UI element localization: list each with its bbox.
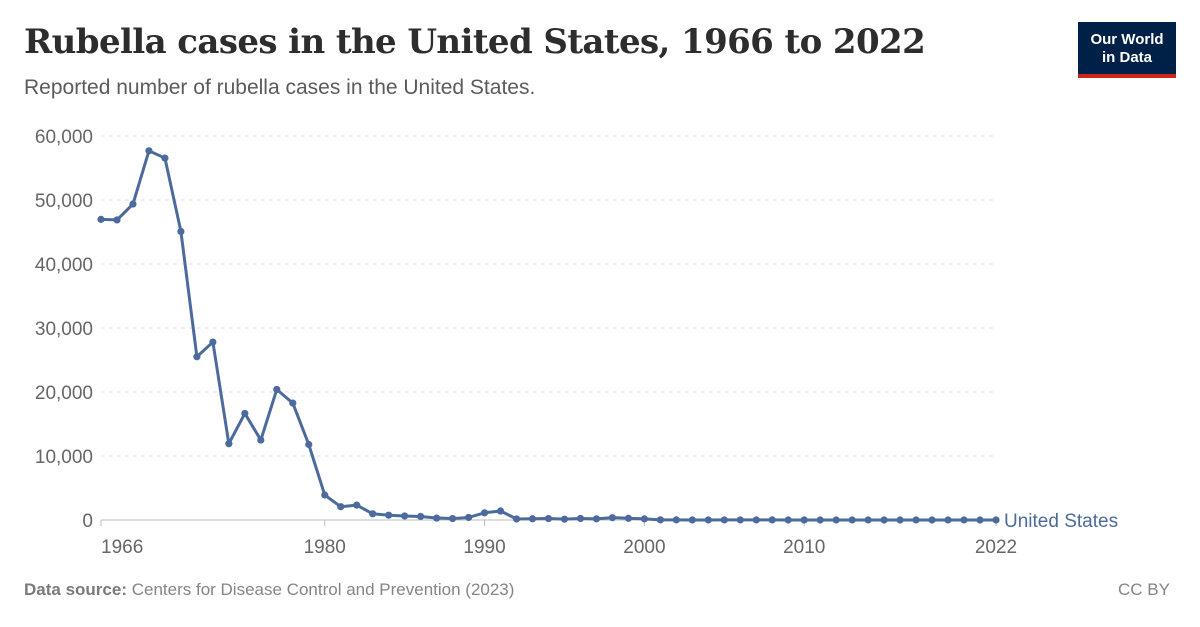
series-layer: United States	[97, 147, 1118, 532]
license-link[interactable]: CC BY	[1118, 580, 1170, 599]
x-tick-label: 2022	[975, 537, 1017, 558]
data-point[interactable]	[672, 516, 680, 524]
y-tick-label: 20,000	[35, 383, 93, 404]
data-point[interactable]	[417, 512, 425, 521]
data-point[interactable]	[928, 516, 936, 524]
data-point[interactable]	[656, 516, 664, 524]
data-point[interactable]	[688, 516, 696, 524]
y-axis-ticks: 0 10,000 20,000 30,000 40,000 50,000 60,000	[35, 127, 93, 532]
data-point[interactable]	[337, 503, 345, 511]
data-point[interactable]	[177, 227, 185, 236]
x-tick-label: 2000	[623, 537, 665, 558]
data-source: Data source: Centers for Disease Control…	[24, 580, 514, 600]
data-point[interactable]	[800, 516, 808, 524]
data-point[interactable]	[273, 385, 281, 394]
grid-lines	[101, 135, 996, 521]
data-point[interactable]	[97, 215, 105, 223]
data-point[interactable]	[848, 516, 856, 524]
x-tick-label: 1990	[463, 537, 505, 558]
x-tick-label: 2010	[783, 537, 825, 558]
logo-line-1: Our World	[1090, 31, 1164, 48]
data-point[interactable]	[449, 514, 457, 523]
data-point[interactable]	[161, 154, 169, 162]
data-point[interactable]	[896, 516, 904, 524]
data-point[interactable]	[433, 514, 441, 522]
chart-title: Rubella cases in the United States, 1966…	[24, 22, 926, 62]
data-point[interactable]	[960, 516, 968, 524]
series-label[interactable]: United States	[1004, 511, 1118, 532]
y-tick-label: 50,000	[35, 191, 93, 212]
data-point[interactable]	[512, 515, 521, 523]
data-point[interactable]	[480, 509, 489, 517]
data-point[interactable]	[321, 491, 329, 499]
data-point[interactable]	[992, 516, 1000, 524]
x-tick-label: 1966	[101, 537, 143, 558]
data-point[interactable]	[816, 516, 824, 524]
data-point[interactable]	[241, 409, 249, 418]
data-point[interactable]	[768, 516, 776, 524]
data-point[interactable]	[209, 338, 217, 346]
data-point[interactable]	[560, 515, 569, 523]
x-tick-label: 1980	[304, 537, 346, 558]
y-tick-label: 10,000	[35, 447, 93, 468]
y-tick-label: 60,000	[35, 127, 93, 148]
data-point[interactable]	[752, 516, 760, 524]
data-point[interactable]	[544, 514, 553, 523]
data-point[interactable]	[720, 516, 728, 524]
series-line[interactable]	[100, 149, 997, 522]
data-point[interactable]	[704, 516, 712, 524]
data-point[interactable]	[145, 147, 153, 155]
data-point[interactable]	[576, 514, 585, 523]
owid-logo[interactable]: Our World in Data	[1078, 22, 1176, 78]
data-source-text[interactable]: Centers for Disease Control and Preventi…	[131, 580, 515, 599]
data-point[interactable]	[225, 440, 233, 448]
y-tick-label: 30,000	[35, 319, 93, 340]
data-point[interactable]	[624, 514, 633, 522]
data-point[interactable]	[353, 501, 361, 509]
data-point[interactable]	[257, 436, 265, 444]
data-point[interactable]	[528, 515, 537, 523]
data-point[interactable]	[880, 516, 888, 524]
data-point[interactable]	[912, 516, 920, 524]
x-axis-ticks: 1966 1980 1990 2000 2010 2022	[100, 520, 1017, 558]
data-point[interactable]	[464, 513, 473, 522]
chart-subtitle: Reported number of rubella cases in the …	[24, 76, 536, 99]
data-point[interactable]	[608, 514, 617, 522]
data-point[interactable]	[369, 510, 377, 518]
data-point[interactable]	[496, 507, 505, 515]
data-point[interactable]	[944, 516, 952, 524]
data-point[interactable]	[640, 515, 648, 523]
data-point[interactable]	[736, 516, 744, 524]
logo-line-2: in Data	[1101, 49, 1152, 66]
y-tick-label: 0	[82, 511, 93, 532]
data-point[interactable]	[113, 216, 121, 224]
data-point[interactable]	[129, 200, 137, 208]
data-point[interactable]	[832, 516, 840, 524]
data-point[interactable]	[289, 399, 297, 407]
data-source-label: Data source:	[24, 580, 127, 599]
data-point[interactable]	[976, 516, 984, 524]
data-point[interactable]	[305, 440, 313, 449]
data-point[interactable]	[864, 516, 872, 524]
y-tick-label: 40,000	[35, 255, 93, 276]
data-point[interactable]	[784, 516, 792, 524]
data-point[interactable]	[401, 512, 409, 520]
data-point[interactable]	[592, 515, 601, 523]
data-point[interactable]	[385, 511, 393, 519]
data-point[interactable]	[193, 353, 201, 361]
